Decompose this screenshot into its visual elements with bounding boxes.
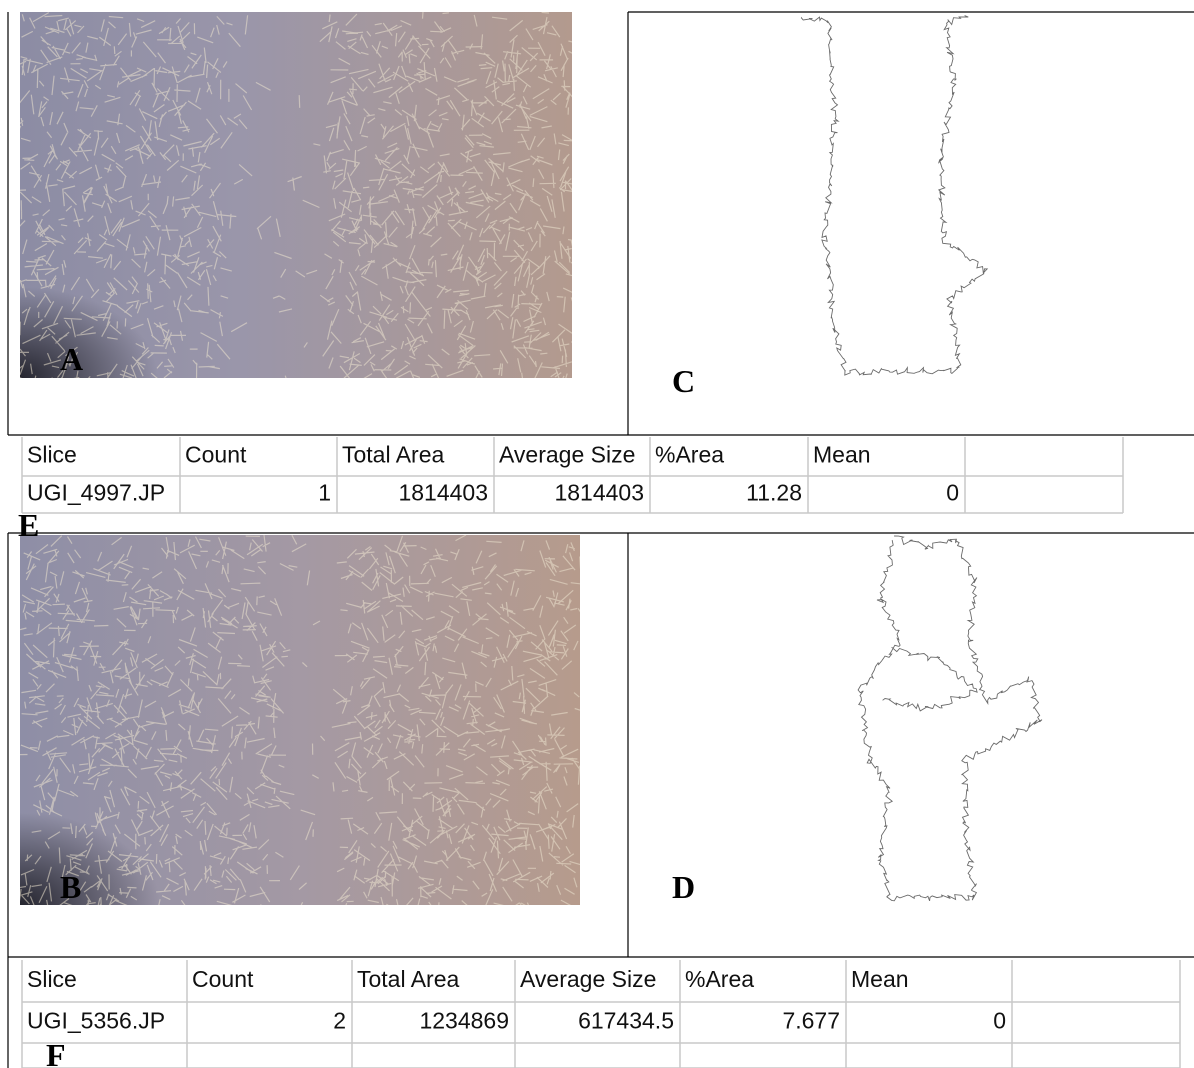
panel-label: E (18, 507, 39, 543)
panel-label: D (672, 869, 695, 905)
micrograph (7, 535, 593, 920)
column-header: Mean (851, 966, 909, 992)
outline (858, 536, 1042, 901)
column-header: Slice (27, 442, 77, 468)
column-header: %Area (655, 442, 724, 468)
panel-label: A (60, 341, 83, 377)
table-cell: 7.677 (782, 1008, 840, 1034)
column-header: Mean (813, 442, 871, 468)
table-cell: 1234869 (419, 1008, 509, 1034)
vignette (20, 12, 572, 378)
outline (801, 16, 987, 376)
vignette (20, 535, 580, 905)
table-cell: 1814403 (554, 480, 644, 506)
column-header: Average Size (520, 966, 656, 992)
panel-label: F (46, 1037, 66, 1068)
table-cell: 11.28 (746, 480, 802, 506)
outline-trace (858, 536, 1042, 901)
table-cell: UGI_5356.JP (27, 1008, 165, 1034)
table-cell: 617434.5 (578, 1008, 674, 1034)
panel-label: B (60, 869, 81, 905)
column-header: Count (185, 442, 247, 468)
table-cell: 2 (333, 1008, 346, 1034)
column-header: Total Area (342, 442, 444, 468)
outline-trace (801, 16, 987, 376)
outline (883, 647, 978, 711)
column-header: Slice (27, 966, 77, 992)
table-cell: 0 (946, 480, 959, 506)
column-header: %Area (685, 966, 754, 992)
figure: Slice Count Total Area Average Size %Area Mea… (0, 0, 1194, 1068)
table-cell: 1 (318, 480, 331, 506)
column-header: Total Area (357, 966, 459, 992)
panel-label: C (672, 363, 695, 399)
column-header: Average Size (499, 442, 635, 468)
micrograph (4, 12, 585, 393)
table-cell: UGI_4997.JP (27, 480, 165, 506)
table-cell: 0 (993, 1008, 1006, 1034)
table-cell: 1814403 (398, 480, 488, 506)
column-header: Count (192, 966, 254, 992)
